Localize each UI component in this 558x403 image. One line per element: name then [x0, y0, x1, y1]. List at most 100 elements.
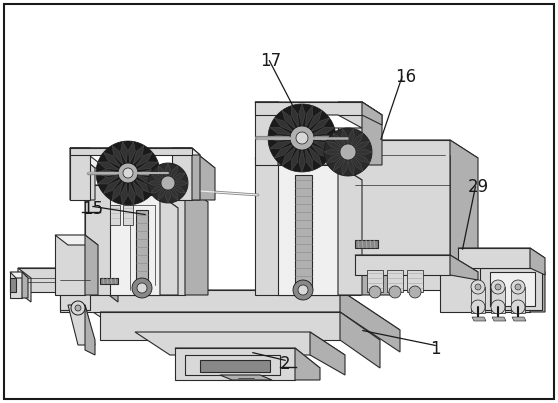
Polygon shape	[200, 360, 270, 372]
Polygon shape	[18, 268, 31, 302]
Polygon shape	[123, 205, 133, 225]
Polygon shape	[291, 148, 299, 170]
Polygon shape	[128, 141, 136, 164]
Polygon shape	[282, 146, 296, 166]
Polygon shape	[70, 148, 215, 168]
Polygon shape	[333, 133, 348, 152]
Polygon shape	[110, 195, 160, 295]
Polygon shape	[166, 183, 171, 203]
Polygon shape	[270, 127, 292, 135]
Polygon shape	[71, 301, 85, 315]
Polygon shape	[22, 272, 28, 298]
Polygon shape	[278, 102, 298, 165]
Polygon shape	[255, 102, 278, 165]
Polygon shape	[511, 300, 525, 314]
Polygon shape	[255, 102, 298, 115]
Polygon shape	[132, 278, 152, 298]
Polygon shape	[133, 181, 144, 201]
Polygon shape	[475, 284, 481, 290]
Polygon shape	[10, 272, 22, 298]
Polygon shape	[105, 268, 118, 302]
Polygon shape	[471, 280, 485, 294]
Polygon shape	[185, 185, 208, 295]
Polygon shape	[324, 150, 348, 155]
Polygon shape	[10, 272, 28, 278]
Polygon shape	[151, 183, 168, 193]
Polygon shape	[55, 235, 85, 295]
Polygon shape	[172, 148, 200, 155]
Polygon shape	[175, 348, 320, 368]
Polygon shape	[220, 375, 272, 380]
Polygon shape	[168, 181, 188, 185]
Polygon shape	[355, 140, 478, 158]
Polygon shape	[158, 166, 168, 183]
Polygon shape	[409, 286, 421, 298]
Polygon shape	[312, 127, 334, 135]
Polygon shape	[345, 268, 502, 285]
Polygon shape	[18, 268, 105, 292]
Polygon shape	[348, 141, 369, 152]
Polygon shape	[491, 280, 505, 294]
Polygon shape	[450, 255, 478, 280]
Polygon shape	[55, 235, 98, 245]
Polygon shape	[133, 145, 144, 165]
Polygon shape	[135, 332, 345, 355]
Polygon shape	[166, 163, 171, 183]
Polygon shape	[355, 240, 378, 248]
Polygon shape	[121, 183, 127, 204]
Polygon shape	[70, 148, 192, 155]
Polygon shape	[138, 170, 160, 177]
Text: 16: 16	[395, 68, 416, 86]
Polygon shape	[340, 290, 400, 352]
Polygon shape	[75, 305, 81, 311]
Polygon shape	[60, 290, 400, 330]
Polygon shape	[326, 141, 348, 152]
Polygon shape	[471, 287, 485, 313]
Polygon shape	[310, 118, 330, 132]
Polygon shape	[60, 270, 90, 310]
Polygon shape	[440, 260, 545, 272]
Polygon shape	[389, 286, 401, 298]
Polygon shape	[255, 102, 362, 115]
Text: 2: 2	[280, 355, 291, 373]
Polygon shape	[530, 248, 545, 275]
Polygon shape	[293, 280, 313, 300]
Polygon shape	[278, 165, 362, 180]
Polygon shape	[118, 163, 138, 183]
Polygon shape	[492, 317, 506, 321]
Polygon shape	[305, 106, 312, 128]
Polygon shape	[268, 104, 336, 172]
Polygon shape	[110, 195, 178, 208]
Polygon shape	[168, 183, 178, 200]
Polygon shape	[312, 141, 334, 149]
Polygon shape	[275, 144, 294, 158]
Polygon shape	[500, 255, 542, 262]
Polygon shape	[515, 284, 521, 290]
Polygon shape	[360, 158, 392, 295]
Polygon shape	[192, 148, 200, 200]
Polygon shape	[510, 262, 532, 302]
Polygon shape	[136, 179, 152, 193]
Polygon shape	[341, 129, 348, 152]
Polygon shape	[295, 348, 320, 380]
Polygon shape	[298, 285, 308, 295]
Polygon shape	[85, 185, 185, 295]
Polygon shape	[103, 179, 121, 193]
Polygon shape	[348, 150, 372, 155]
Polygon shape	[500, 255, 532, 302]
Polygon shape	[85, 152, 198, 170]
Polygon shape	[85, 185, 108, 295]
Polygon shape	[512, 317, 526, 321]
Polygon shape	[70, 148, 90, 200]
Polygon shape	[103, 152, 121, 167]
Polygon shape	[168, 183, 185, 193]
Polygon shape	[471, 300, 485, 314]
Polygon shape	[98, 176, 119, 184]
Polygon shape	[85, 305, 95, 355]
Polygon shape	[270, 141, 292, 149]
Polygon shape	[160, 195, 178, 295]
Polygon shape	[490, 272, 535, 306]
Polygon shape	[324, 128, 372, 176]
Polygon shape	[340, 312, 380, 368]
Polygon shape	[367, 270, 383, 292]
